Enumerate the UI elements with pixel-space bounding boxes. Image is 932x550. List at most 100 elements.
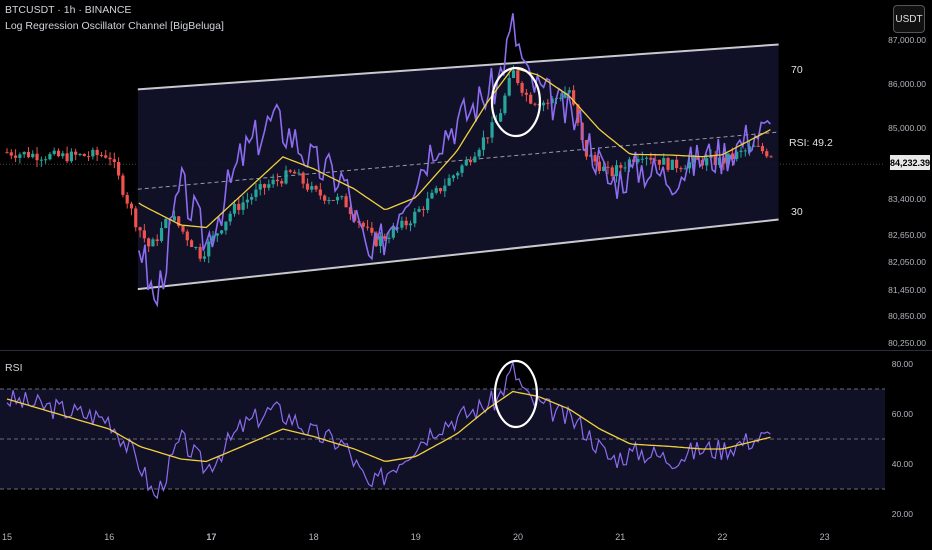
- candle-body: [687, 162, 692, 169]
- candle-body: [31, 153, 35, 158]
- price-tick-label: 82,650.00: [888, 230, 926, 240]
- price-tick-label: 87,000.00: [888, 35, 926, 45]
- indicator-name[interactable]: Log Regression Oscillator Channel [BigBe…: [5, 20, 224, 32]
- channel-lower-line: [137, 218, 779, 291]
- candle-body: [305, 183, 310, 190]
- candle-body: [675, 159, 679, 169]
- candle-body: [250, 197, 254, 200]
- candle-body: [48, 153, 52, 160]
- candle-body: [361, 222, 365, 227]
- price-tick-label: 85,000.00: [888, 123, 926, 133]
- candle-body: [5, 152, 9, 154]
- candle-body: [623, 167, 627, 169]
- currency-badge[interactable]: USDT: [893, 5, 925, 33]
- candle-body: [220, 230, 224, 234]
- candle-body: [365, 226, 370, 228]
- candle-body: [520, 83, 524, 93]
- price-tick-label: 82,050.00: [888, 257, 926, 267]
- candle-body: [340, 196, 344, 198]
- candle-body: [104, 155, 108, 158]
- candle-body: [765, 151, 769, 157]
- candle-body: [426, 198, 430, 211]
- candle-body: [232, 203, 237, 214]
- channel-mid-line: [137, 131, 779, 190]
- candle-body: [464, 159, 468, 166]
- candle-body: [546, 102, 550, 104]
- candle-body: [177, 216, 181, 226]
- candle-body: [739, 150, 743, 152]
- current-price-tag: 84,232.39: [890, 155, 930, 170]
- candle-body: [275, 179, 280, 182]
- candle-body: [589, 155, 593, 157]
- candle-body: [456, 172, 460, 176]
- rsi-prefix: RSI:: [789, 137, 810, 149]
- candle-body: [374, 232, 378, 247]
- time-tick-label: 17: [206, 532, 216, 542]
- candle-body: [82, 153, 86, 157]
- rsi-tick-label: 80.00: [892, 359, 914, 369]
- candle-body: [447, 178, 451, 186]
- rsi-overlay: [138, 13, 771, 308]
- candle-body: [769, 156, 773, 158]
- candle-body: [245, 199, 249, 203]
- time-tick-label: 23: [820, 532, 830, 542]
- candle-body: [134, 208, 138, 228]
- candle-body: [348, 207, 352, 215]
- candle-body: [151, 239, 155, 247]
- candle-body: [404, 220, 408, 226]
- rsi-panel: [0, 361, 885, 500]
- candle-body: [726, 153, 730, 164]
- regression-channel: [137, 43, 779, 291]
- candle-body: [185, 231, 189, 241]
- price-tick-label: 80,850.00: [888, 311, 926, 321]
- time-tick-label: 21: [615, 532, 625, 542]
- candle-body: [550, 98, 554, 104]
- candle-body: [39, 159, 43, 161]
- price-peak-circle: [490, 66, 542, 138]
- rsi-tick-label: 20.00: [892, 509, 914, 519]
- candle-body: [142, 230, 146, 239]
- price-tick-label: 81,450.00: [888, 285, 926, 295]
- time-tick-label: 16: [104, 532, 114, 542]
- candle-body: [438, 188, 443, 192]
- candle-body: [387, 237, 391, 239]
- candle-body: [189, 240, 194, 248]
- candle-body: [378, 236, 383, 247]
- candle-body: [722, 157, 726, 164]
- candle-body: [292, 171, 297, 174]
- price-tick-label: 80,250.00: [888, 338, 926, 348]
- candle-body: [666, 158, 670, 170]
- candle-body: [614, 165, 619, 177]
- candle-body: [61, 153, 65, 157]
- candle-body: [159, 228, 164, 241]
- candle-body: [752, 145, 756, 147]
- candle-body: [391, 227, 395, 238]
- candle-body: [310, 186, 314, 190]
- candle-body: [597, 161, 601, 171]
- candle-body: [138, 227, 142, 231]
- candle-body: [705, 158, 709, 166]
- candle-body: [477, 149, 481, 157]
- candle-body: [155, 239, 159, 241]
- candle-body: [636, 158, 640, 163]
- candle-body: [610, 167, 614, 177]
- candle-body: [318, 189, 322, 196]
- rsi-tick-label: 40.00: [892, 459, 914, 469]
- rsi-line: [6, 361, 771, 500]
- candle-body: [619, 165, 623, 168]
- candle-body: [78, 153, 82, 155]
- candle-body: [91, 149, 95, 157]
- lower-level-label: 30: [791, 206, 803, 218]
- candle-body: [22, 151, 26, 155]
- candle-body: [662, 158, 666, 165]
- candle-body: [460, 165, 464, 173]
- candle-body: [451, 175, 456, 179]
- candle-body: [121, 175, 125, 195]
- candle-body: [486, 137, 490, 139]
- candle-body: [271, 179, 275, 185]
- candle-body: [640, 158, 644, 160]
- channel-fill: [137, 44, 779, 290]
- channel-ma-line: [138, 66, 771, 229]
- symbol-line[interactable]: BTCUSDT · 1h · BINANCE: [5, 4, 132, 16]
